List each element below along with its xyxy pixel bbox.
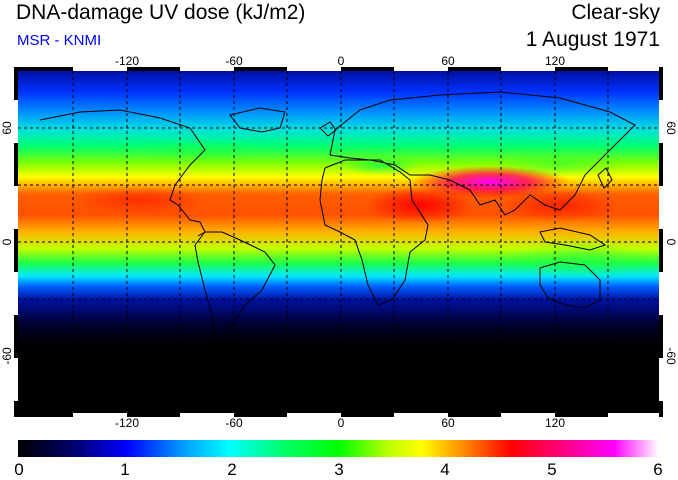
eurasia-coast (329, 91, 636, 216)
lat-tick-left-0: 0 (0, 238, 14, 245)
lon-tick-top-120: 120 (545, 54, 565, 68)
japan-coast (597, 167, 613, 189)
north-america-coast (39, 109, 206, 237)
lon-tick-top-minus60: -60 (225, 54, 243, 68)
lon-tick-bottom-minus60: -60 (225, 416, 243, 430)
lon-tick-top-0: 0 (338, 54, 345, 68)
lon-tick-bottom-120: 120 (545, 416, 565, 430)
australia-coast (539, 261, 601, 309)
sky-condition-label: Clear-sky (571, 1, 660, 24)
colorbar-label-5: 5 (547, 460, 556, 479)
lon-tick-top-minus120: -120 (115, 54, 139, 68)
lat-tick-right-0: 0 (664, 239, 678, 246)
lon-tick-bottom-0: 0 (338, 416, 345, 430)
colorbar-label-4: 4 (440, 460, 449, 479)
lat-tick-left-60: 60 (0, 121, 14, 135)
colorbar-label-0: 0 (14, 460, 23, 479)
colorbar-gradient (18, 440, 659, 457)
lon-tick-bottom-60: 60 (441, 416, 455, 430)
colorbar-label-3: 3 (334, 460, 343, 479)
south-america-coast (194, 231, 276, 346)
colorbar-label-6: 6 (653, 460, 662, 479)
africa-coast (319, 159, 429, 306)
britain-coast (319, 121, 337, 137)
lon-tick-top-60: 60 (441, 54, 455, 68)
colorbar-label-1: 1 (120, 460, 129, 479)
lat-tick-right-60: 60 (664, 121, 678, 135)
lat-tick-right-minus60: -60 (664, 347, 678, 365)
graticule (18, 71, 659, 413)
colorbar-label-2: 2 (227, 460, 236, 479)
map-title: DNA-damage UV dose (kJ/m2) (16, 1, 306, 24)
lat-tick-left-minus60: -60 (0, 347, 14, 365)
source-label: MSR - KNMI (17, 32, 102, 49)
coastlines (39, 91, 636, 346)
lon-tick-bottom-minus120: -120 (115, 416, 139, 430)
date-label: 1 August 1971 (525, 28, 660, 51)
colorbar: 0 1 2 3 4 5 6 (14, 440, 663, 479)
